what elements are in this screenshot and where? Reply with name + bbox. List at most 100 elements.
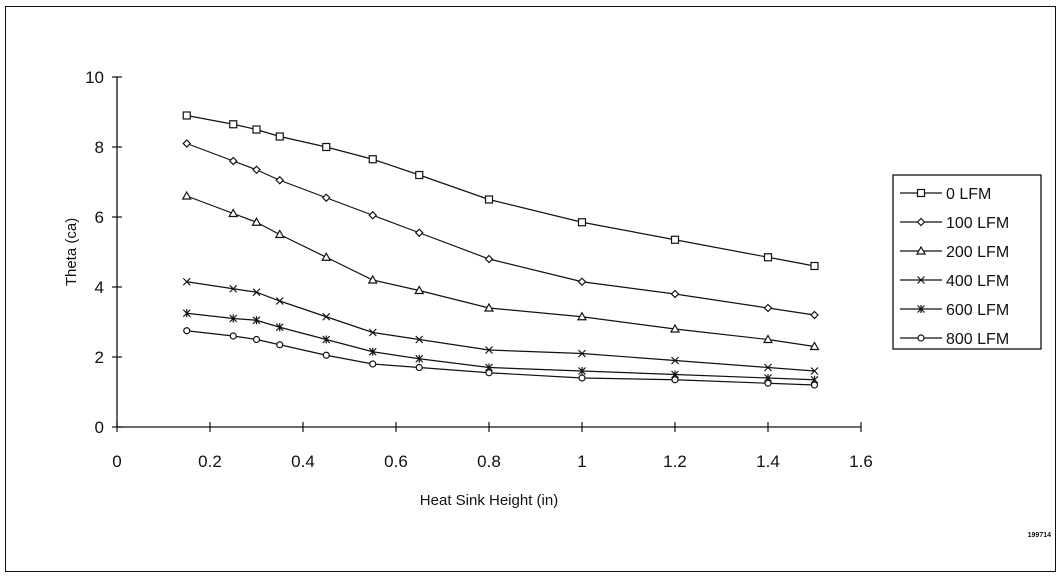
data-point	[415, 170, 424, 180]
x-axis-title: Heat Sink Height (in)	[420, 492, 558, 509]
legend-swatch-marker	[917, 276, 925, 284]
legend-item: 400 LFM	[900, 273, 1009, 290]
data-point	[275, 132, 284, 141]
legend-item: 0 LFM	[900, 186, 991, 203]
data-point	[415, 354, 424, 363]
data-point	[228, 208, 239, 218]
series-line	[186, 281, 815, 372]
data-point	[368, 328, 377, 337]
data-point	[578, 374, 586, 382]
series-line	[186, 195, 815, 348]
data-point	[764, 363, 772, 372]
x-tick-label: 0.2	[198, 452, 222, 471]
data-point	[578, 367, 586, 375]
data-point	[485, 369, 493, 377]
data-point	[809, 341, 820, 351]
legend: 0 LFM 100 LFM 200 LFM 400 LFM 600 LFM 800 LFM	[892, 174, 1042, 350]
data-point	[415, 335, 424, 344]
legend-label: 800 LFM	[946, 331, 1009, 348]
x-tick-label: 1.6	[849, 452, 873, 471]
legend-box	[892, 174, 1042, 350]
data-point	[252, 335, 261, 344]
data-point	[810, 381, 819, 389]
data-point	[763, 253, 773, 262]
data-point	[181, 190, 192, 200]
legend-label: 0 LFM	[946, 186, 991, 203]
data-point	[252, 125, 261, 134]
figure-frame	[5, 6, 1056, 572]
data-point	[322, 312, 331, 321]
data-point	[275, 175, 285, 185]
legend-label: 100 LFM	[946, 215, 1009, 232]
legend-label: 400 LFM	[946, 273, 1009, 290]
data-point	[182, 139, 192, 148]
data-point	[252, 316, 261, 325]
x-tick-label: 0.4	[291, 452, 315, 471]
data-point	[369, 360, 377, 368]
legend-item: 100 LFM	[900, 215, 1009, 232]
data-point	[229, 284, 238, 293]
data-point	[321, 193, 331, 203]
data-point	[322, 351, 330, 359]
legend-swatch-marker	[916, 188, 926, 198]
data-point	[252, 165, 261, 175]
data-point	[275, 297, 284, 305]
data-point	[483, 302, 495, 312]
y-axis-title: Theta (ca)	[63, 218, 80, 286]
data-point	[182, 309, 191, 318]
x-tick-label: 0	[112, 452, 121, 471]
legend-item: 800 LFM	[900, 331, 1009, 348]
data-point	[484, 195, 494, 204]
legend-label: 600 LFM	[946, 302, 1009, 319]
y-tick-label: 4	[95, 278, 104, 297]
data-point	[669, 323, 681, 333]
data-point	[671, 376, 679, 384]
data-point	[322, 335, 331, 344]
data-point	[484, 254, 494, 264]
data-point	[577, 277, 587, 287]
x-tick-label: 0.8	[477, 452, 501, 471]
series-100-lfm	[182, 139, 819, 320]
series-800-lfm	[183, 327, 819, 389]
legend-swatch-marker	[916, 217, 926, 227]
data-point	[415, 363, 423, 372]
legend-swatch-marker	[917, 334, 925, 342]
data-point	[763, 303, 773, 313]
data-point	[251, 217, 262, 226]
data-point	[274, 229, 285, 239]
series-line	[186, 330, 815, 386]
data-point	[368, 155, 377, 164]
figure-id: 199714	[1028, 532, 1051, 539]
series-line	[186, 312, 815, 381]
data-point	[322, 142, 331, 152]
legend-item: 200 LFM	[900, 244, 1009, 261]
data-point	[275, 323, 284, 332]
data-point	[577, 218, 587, 227]
y-tick-label: 0	[95, 418, 104, 437]
data-point	[810, 367, 819, 375]
series-layer	[181, 111, 820, 389]
data-point	[368, 210, 378, 220]
data-point	[810, 310, 819, 320]
x-tick-label: 1.2	[663, 452, 687, 471]
data-point	[670, 235, 680, 244]
data-point	[367, 274, 378, 284]
data-point	[414, 228, 424, 238]
data-point	[229, 332, 237, 340]
data-point	[276, 341, 284, 349]
data-point	[414, 285, 425, 295]
legend-label: 200 LFM	[946, 244, 1009, 261]
data-point	[368, 347, 377, 356]
data-point	[576, 311, 588, 321]
legend-swatch-marker	[917, 305, 925, 313]
axes: 0 2 4 6 8 10 0 0.2 0.4 0.6 0.8 1 1.2 1.4 1.6	[85, 68, 873, 471]
data-point	[762, 334, 774, 344]
data-point	[252, 288, 261, 297]
x-tick-label: 1	[577, 452, 586, 471]
y-tick-label: 2	[95, 348, 104, 367]
series-200-lfm	[181, 190, 820, 351]
series-0-lfm	[182, 111, 819, 271]
data-point	[229, 314, 238, 323]
data-point	[182, 111, 191, 120]
